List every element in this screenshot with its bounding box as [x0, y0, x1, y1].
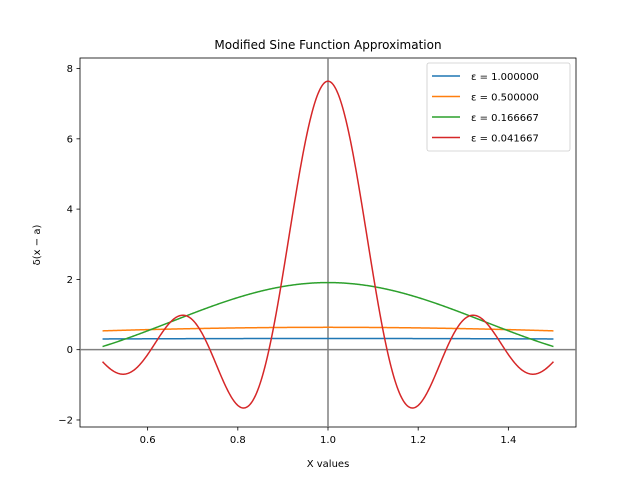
y-tick-label: 0: [67, 345, 73, 356]
x-tick-label: 1.4: [500, 435, 516, 446]
series-line-2: [102, 281, 554, 348]
x-tick-label: 1.2: [410, 435, 426, 446]
legend-label-1: ε = 0.500000: [471, 93, 539, 104]
series-line-1: [102, 326, 554, 332]
plot-area: 0.6 0.8 1.0 1.2 1.4 −2 0 2 4 6 8: [58, 57, 577, 446]
y-tick-label: 6: [67, 134, 73, 145]
x-tick-label: 1.0: [320, 435, 336, 446]
legend-box: [426, 62, 571, 152]
legend-label-2: ε = 0.166667: [471, 113, 539, 124]
chart-title: Modified Sine Function Approximation: [214, 38, 441, 52]
y-tick-label: 2: [67, 275, 73, 286]
legend: ε = 1.000000 ε = 0.500000 ε = 0.166667 ε = …: [426, 62, 571, 152]
y-axis-label: δ(x − a): [32, 225, 43, 266]
x-tick-label: 0.6: [140, 435, 156, 446]
x-axis-label: X values: [307, 459, 350, 470]
y-tick-label: 8: [67, 64, 73, 75]
legend-label-0: ε = 1.000000: [471, 72, 539, 83]
x-tick-label: 0.8: [230, 435, 246, 446]
series-line-3: [102, 80, 554, 409]
legend-label-3: ε = 0.041667: [471, 134, 539, 145]
y-tick-label: −2: [58, 415, 73, 426]
y-tick-label: 4: [67, 205, 73, 216]
